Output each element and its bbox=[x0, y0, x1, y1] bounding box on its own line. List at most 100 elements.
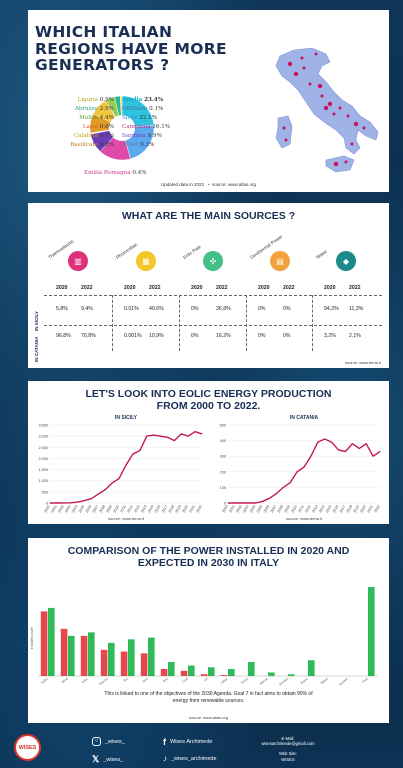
legend-label: Liguria bbox=[77, 97, 99, 103]
facebook-link[interactable]: f Wises Archimede bbox=[163, 737, 213, 747]
x-tick-label: 2007 bbox=[92, 505, 99, 514]
generator-dots bbox=[282, 52, 366, 167]
instagram-link[interactable]: ○ _wises_ bbox=[92, 737, 125, 746]
x-tick-label: 2007 bbox=[270, 505, 277, 514]
y-tick-label: 400 bbox=[220, 439, 226, 443]
data-point bbox=[351, 443, 353, 445]
legend-value: 9.8% bbox=[98, 142, 114, 148]
x-tick-label: 2000 bbox=[43, 505, 50, 514]
x-tick-label: 2003 bbox=[242, 505, 249, 514]
data-point bbox=[63, 502, 65, 504]
bar-2020 bbox=[180, 670, 188, 676]
solar-panel-icon: ▦ bbox=[136, 251, 156, 271]
power-bar-chart: Installed power Hydro Wind Solar Thermo Bio Ge… bbox=[30, 586, 378, 687]
x-tick-label: 2012 bbox=[304, 505, 311, 514]
legend-value: 0.4% bbox=[130, 170, 147, 176]
website-link[interactable]: WISES bbox=[281, 756, 295, 762]
bar-2020 bbox=[60, 628, 68, 676]
sicily-2020-value: 0.01% bbox=[124, 306, 139, 312]
catania-2022-value: 70,8% bbox=[81, 333, 96, 339]
legend-item: Abruzzo 2.9% bbox=[70, 105, 114, 114]
generator-dot bbox=[362, 126, 366, 130]
x-tick-label: 2018 bbox=[346, 505, 353, 514]
x-tick-label: Wind bbox=[61, 676, 69, 684]
data-point bbox=[282, 486, 284, 488]
twitter-link[interactable]: 𝕏 _wises_ bbox=[92, 754, 124, 764]
data-point bbox=[303, 466, 305, 468]
data-point bbox=[331, 441, 333, 443]
line-chart-title: IN CATANIA bbox=[290, 415, 319, 421]
legend-item: Other 0.3% bbox=[122, 141, 170, 150]
x-tick-label: 2002 bbox=[57, 505, 64, 514]
line-chart-title: IN SICILY bbox=[115, 415, 138, 421]
x-tick-label: 2022 bbox=[195, 505, 202, 514]
data-point bbox=[317, 441, 319, 443]
x-tick-label: Total bbox=[361, 676, 369, 683]
data-point bbox=[365, 443, 367, 445]
y-tick-label: 300 bbox=[220, 455, 226, 459]
contact-info: E-Mail: wisesarchimede@gmail.com Web Sit… bbox=[258, 736, 318, 762]
data-point bbox=[180, 433, 182, 435]
source-name: Eolic Pale bbox=[182, 244, 202, 260]
italy-sicily bbox=[325, 155, 355, 173]
legend-item: Apulia 23.4% bbox=[122, 96, 170, 105]
sicily-2022-value: 0% bbox=[283, 306, 291, 312]
data-point bbox=[262, 500, 264, 502]
x-tick-label: 2019 bbox=[353, 505, 360, 514]
year-label: 2020 bbox=[124, 285, 136, 291]
generator-dot bbox=[346, 114, 350, 118]
data-point bbox=[338, 449, 340, 451]
catania-2022-value: 10,9% bbox=[149, 333, 164, 339]
x-tick-label: 2015 bbox=[325, 505, 332, 514]
legend-item: Campania 16.1% bbox=[122, 123, 170, 132]
x-tick-label: Import bbox=[300, 677, 309, 686]
legend-label: Emilia Romagna bbox=[84, 170, 131, 176]
eolic-source-left: source: www.terna.it bbox=[108, 516, 145, 521]
sicily-line-chart: IN SICILY 0 500 1,000 1,500 2,000 2,500 3,000 3,… bbox=[38, 415, 202, 514]
x-tick-label: 2000 bbox=[221, 505, 228, 514]
bar-2030 bbox=[188, 665, 195, 676]
year-label: 2020 bbox=[324, 285, 336, 291]
data-point bbox=[146, 435, 148, 437]
generator-dot bbox=[344, 160, 348, 164]
x-tick-label: Marine bbox=[259, 676, 269, 685]
tiktok-link[interactable]: ♪ _wises_archimede bbox=[163, 754, 217, 763]
bar-2020 bbox=[160, 669, 168, 676]
year-label: 2022 bbox=[216, 285, 228, 291]
power-title: COMPARISON OF THE POWER INSTALLED IN 202… bbox=[67, 545, 350, 569]
legend-label: Molise bbox=[79, 115, 98, 121]
x-tick-label: 2021 bbox=[366, 505, 373, 514]
generator-dot bbox=[327, 101, 333, 107]
data-point bbox=[268, 497, 270, 499]
legend-item: Calabria 8.7% bbox=[70, 132, 114, 141]
x-tick-label: 2021 bbox=[188, 505, 195, 514]
generator-dot bbox=[317, 83, 323, 89]
legend-value: 16.1% bbox=[150, 124, 171, 130]
facebook-icon: f bbox=[163, 737, 166, 747]
generator-dot bbox=[353, 121, 359, 127]
column-divider bbox=[312, 295, 313, 351]
email-link[interactable]: wisesarchimede@gmail.com bbox=[261, 741, 315, 747]
legend-value: 22.1% bbox=[137, 115, 158, 121]
legend-label: Lazio bbox=[82, 124, 98, 130]
data-point bbox=[132, 453, 134, 455]
catania-row-label: IN CATANIA bbox=[34, 336, 39, 362]
power-source: source: www.atlas.org bbox=[188, 715, 229, 720]
legend-item: Basilicata 9.8% bbox=[70, 141, 114, 150]
row-divider bbox=[44, 325, 382, 326]
data-point bbox=[234, 502, 236, 504]
x-tick-label: 2001 bbox=[228, 505, 235, 514]
x-tick-label: 2008 bbox=[277, 505, 284, 514]
x-tick-label: Waste bbox=[320, 676, 329, 685]
legend-value: 2.9% bbox=[98, 106, 114, 112]
data-point bbox=[255, 502, 257, 504]
y-tick-label: 1,000 bbox=[38, 479, 48, 483]
x-tick-label: Oil bbox=[203, 676, 209, 682]
x-tick-label: 2010 bbox=[290, 505, 297, 514]
donut-legend-right: Apulia 23.4% OffShore 0.1% Sicily 22.1% Cam… bbox=[122, 96, 170, 150]
generator-dot bbox=[320, 94, 324, 98]
x-tick-label: Other bbox=[220, 677, 228, 685]
sicily-2020-value: 94,2% bbox=[324, 306, 339, 312]
donut-legend-left: Liguria 0.9% Abruzzo 2.9% Molise 4.4% Lazio… bbox=[70, 96, 114, 150]
